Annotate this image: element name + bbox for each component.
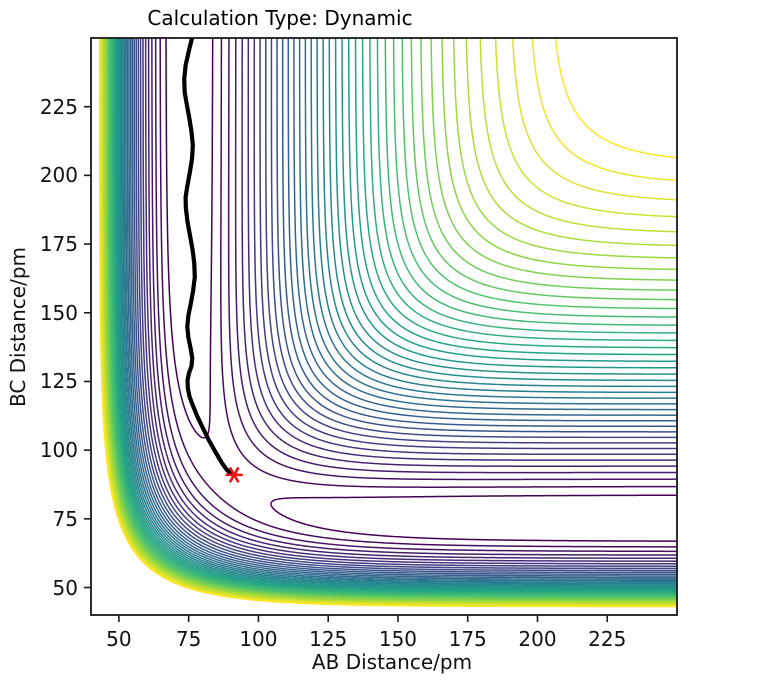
x-tick-label: 150: [378, 627, 418, 651]
y-tick-label: 200: [39, 163, 78, 188]
x-tick-label: 200: [518, 627, 557, 651]
y-tick-label: 125: [39, 369, 78, 394]
y-tick-label: 150: [39, 300, 78, 325]
x-tick-label: 100: [239, 627, 278, 651]
y-tick-label: 50: [52, 575, 78, 600]
x-tick-label: 50: [106, 627, 132, 651]
x-axis-label: AB Distance/pm: [311, 650, 473, 674]
x-tick-label: 75: [175, 627, 202, 651]
y-tick-label: 175: [39, 232, 78, 257]
y-tick-label: 75: [52, 506, 78, 531]
y-tick-label: 225: [39, 94, 78, 119]
x-tick-label: 225: [588, 627, 627, 651]
chart-title: Calculation Type: Dynamic: [147, 6, 413, 30]
x-tick-label: 175: [448, 627, 487, 651]
x-tick-label: 125: [309, 627, 348, 651]
y-tick-label: 100: [39, 438, 78, 463]
